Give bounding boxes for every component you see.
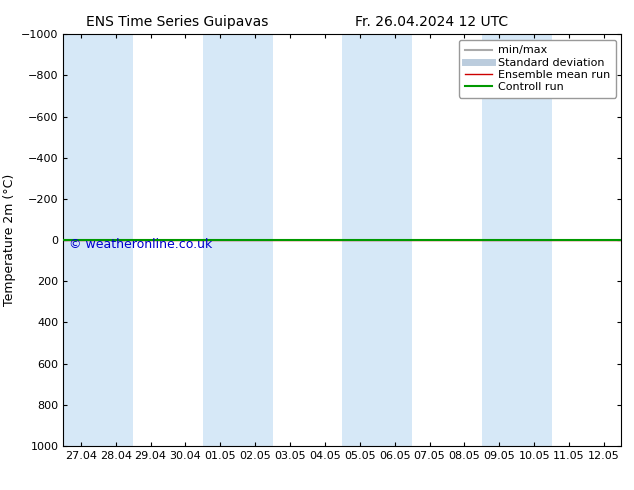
Legend: min/max, Standard deviation, Ensemble mean run, Controll run: min/max, Standard deviation, Ensemble me… bbox=[459, 40, 616, 98]
Bar bbox=[482, 34, 517, 446]
Text: Fr. 26.04.2024 12 UTC: Fr. 26.04.2024 12 UTC bbox=[354, 15, 508, 29]
Bar bbox=[98, 34, 133, 446]
Bar bbox=[342, 34, 377, 446]
Bar bbox=[203, 34, 238, 446]
Y-axis label: Temperature 2m (°C): Temperature 2m (°C) bbox=[3, 174, 16, 306]
Bar bbox=[377, 34, 412, 446]
Bar bbox=[63, 34, 98, 446]
Bar bbox=[238, 34, 273, 446]
Bar bbox=[517, 34, 552, 446]
Text: © weatheronline.co.uk: © weatheronline.co.uk bbox=[69, 238, 212, 251]
Text: ENS Time Series Guipavas: ENS Time Series Guipavas bbox=[86, 15, 269, 29]
